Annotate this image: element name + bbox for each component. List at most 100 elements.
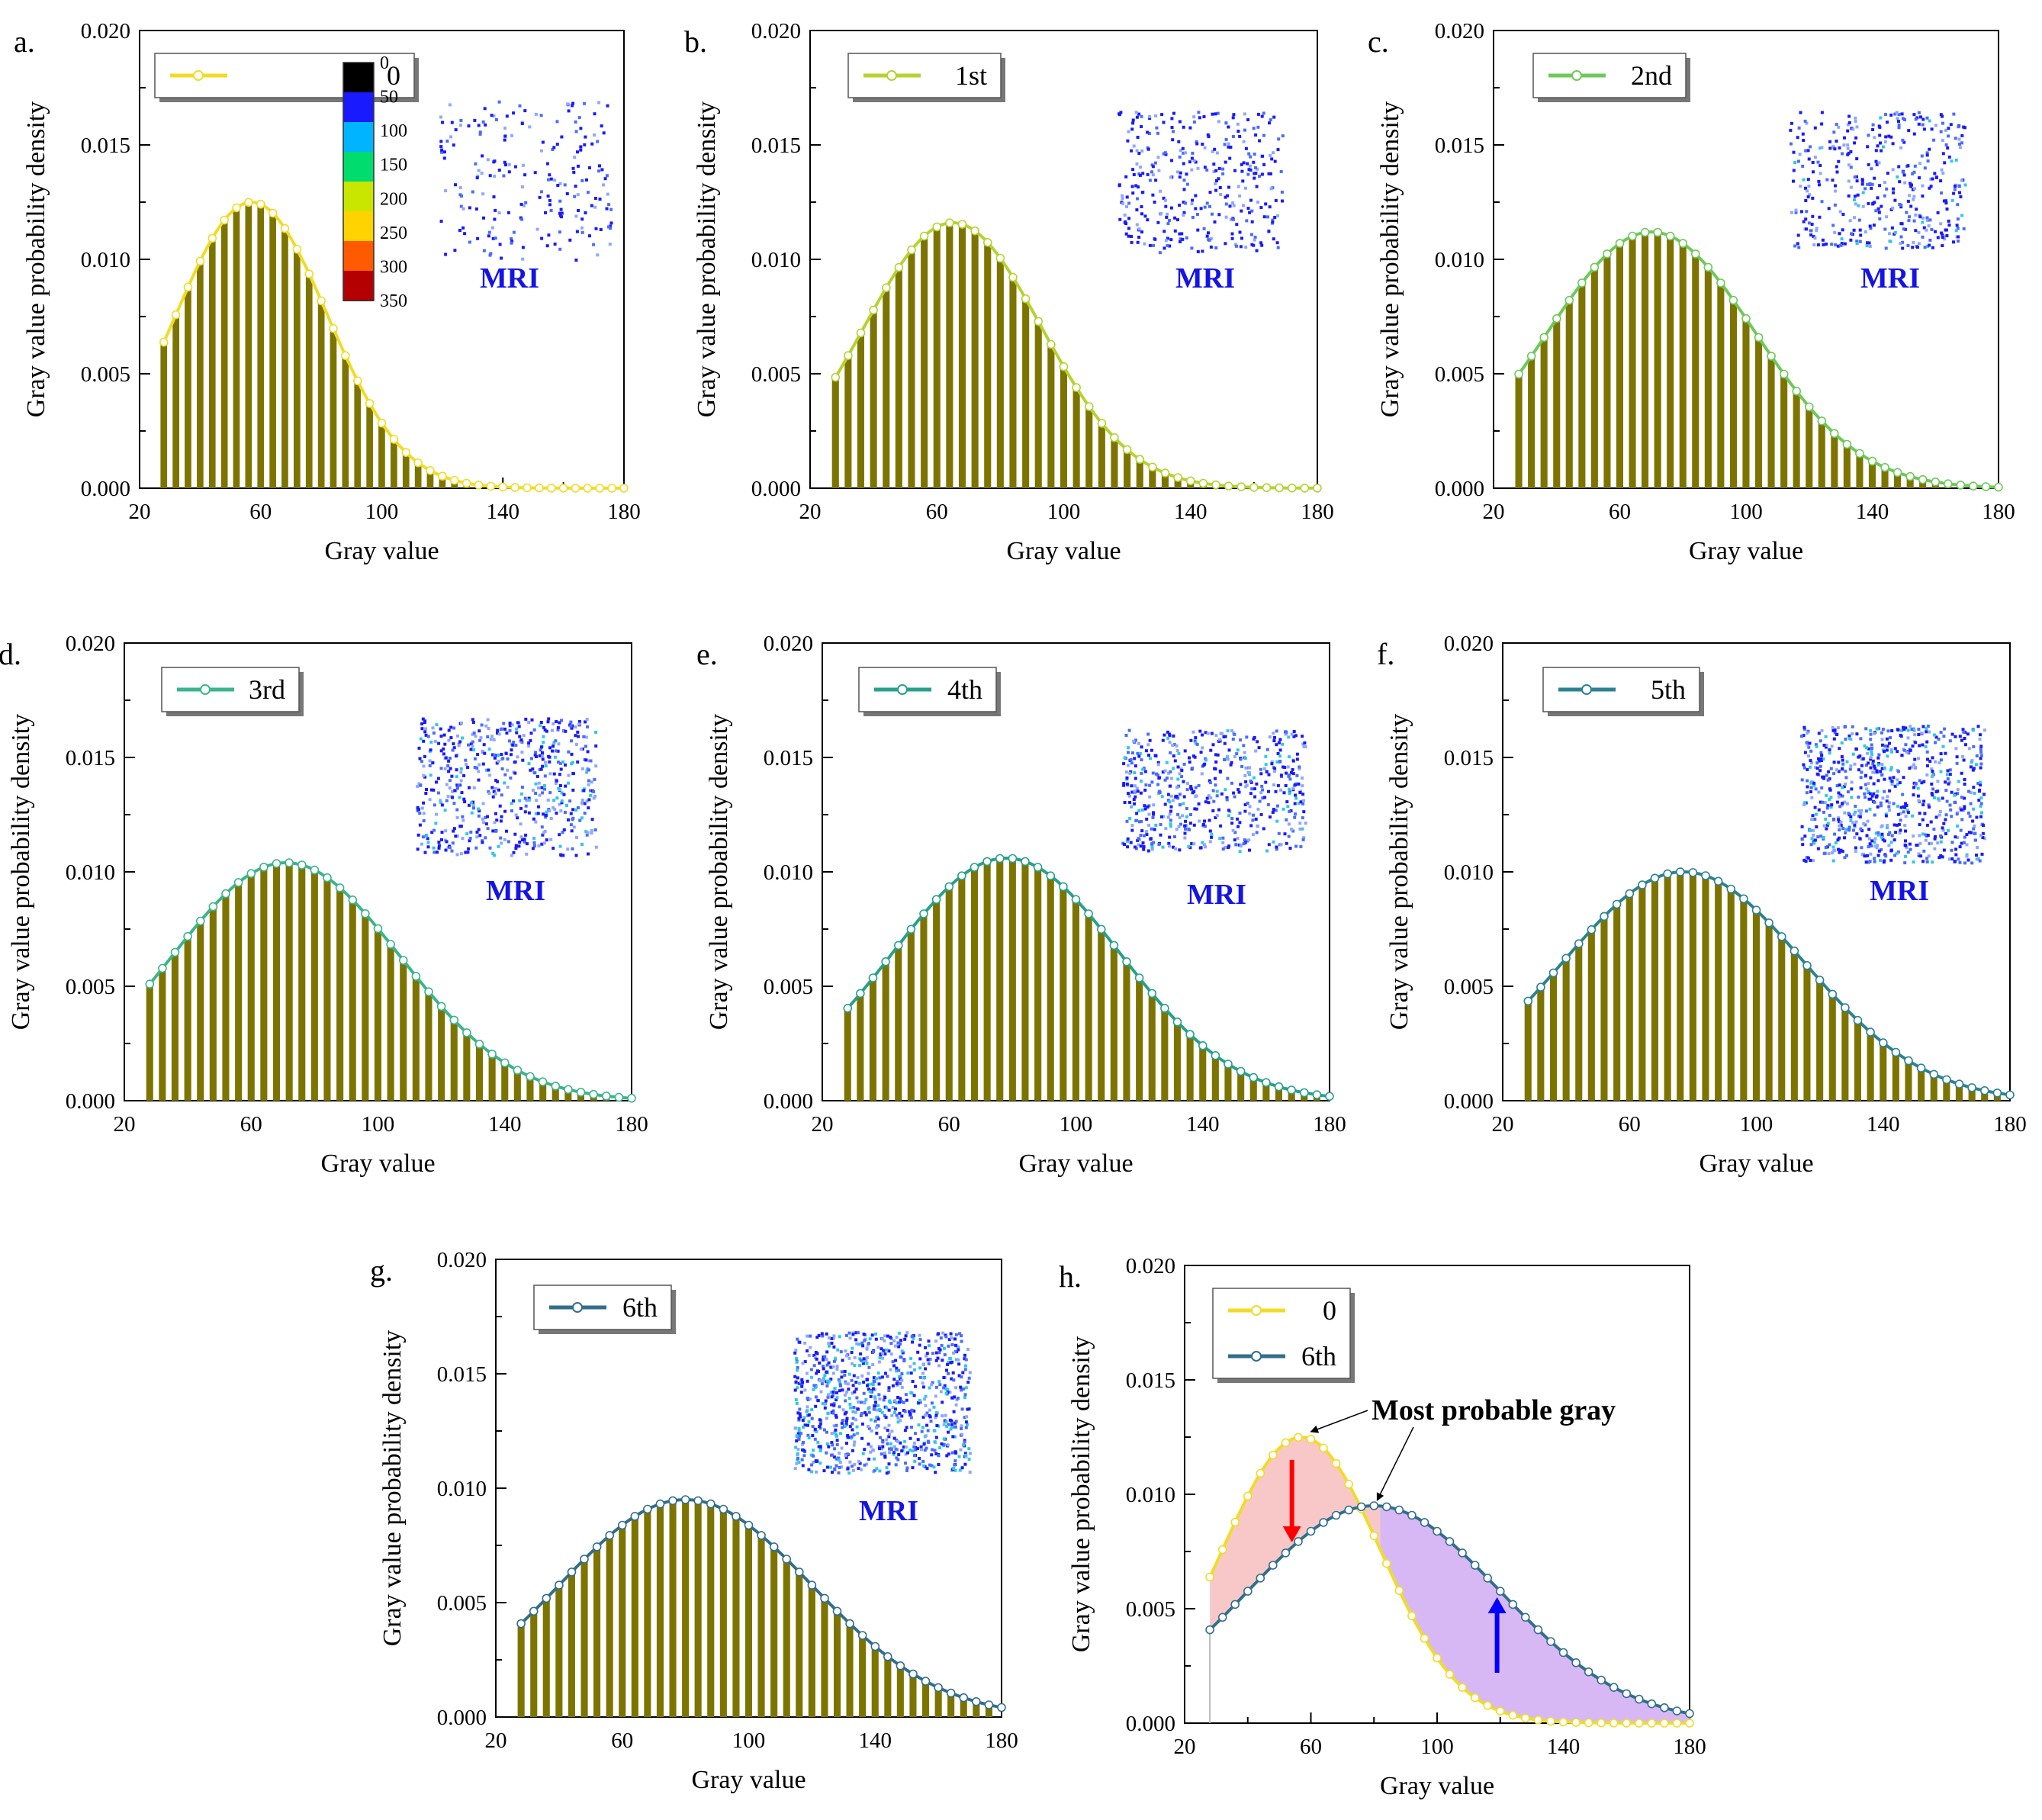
mri-pixel [925, 1423, 929, 1427]
mri-pixel [1967, 831, 1971, 834]
mri-pixel [1835, 170, 1839, 174]
mri-pixel [954, 1403, 958, 1407]
mri-pixel [903, 1410, 907, 1413]
mri-pixel [1922, 799, 1926, 803]
mri-pixel [1140, 191, 1144, 195]
mri-pixel [1205, 168, 1209, 172]
mri-pixel [497, 100, 501, 104]
mri-pixel [499, 819, 503, 823]
y-tick-label: 0.000 [764, 1089, 813, 1114]
mri-pixel [1927, 854, 1931, 858]
mri-pixel [1229, 146, 1233, 149]
mri-pixel [1243, 809, 1247, 813]
mri-pixel [1853, 141, 1857, 145]
mri-pixel [857, 1400, 860, 1404]
mri-pixel [555, 796, 559, 800]
mri-pixel [1950, 198, 1954, 202]
mri-pixel [1873, 176, 1876, 180]
mri-pixel [825, 1465, 829, 1469]
mri-pixel [502, 722, 506, 725]
mri-pixel [1960, 808, 1963, 812]
mri-pixel [934, 1413, 938, 1417]
histogram-bar [857, 993, 864, 1101]
mri-pixel [1909, 185, 1913, 188]
mri-pixel [1880, 825, 1883, 828]
mri-pixel [482, 821, 485, 825]
series-marker [1243, 1491, 1253, 1501]
mri-pixel [580, 816, 584, 820]
mri-pixel [1288, 847, 1292, 850]
mri-pixel [851, 1346, 854, 1350]
series-marker [1571, 1658, 1581, 1667]
mri-pixel [1907, 751, 1911, 755]
mri-pixel [1201, 733, 1204, 737]
mri-pixel [492, 789, 496, 793]
mri-pixel [1909, 748, 1912, 752]
mri-pixel [945, 1424, 949, 1428]
mri-pixel [553, 243, 557, 246]
mri-pixel [1134, 818, 1138, 822]
mri-pixel [1163, 769, 1167, 773]
mri-pixel [1902, 810, 1905, 814]
curve-marker [487, 1050, 497, 1059]
mri-pixel [522, 204, 526, 207]
mri-pixel [458, 229, 461, 232]
mri-pixel [891, 1384, 895, 1388]
mri-pixel [1867, 782, 1870, 786]
mri-pixel [1243, 751, 1246, 754]
histogram-bar [564, 1089, 572, 1101]
mri-pixel [1148, 178, 1152, 182]
mri-pixel [835, 1368, 839, 1371]
mri-pixel [1217, 120, 1220, 124]
curve-marker [1638, 880, 1647, 889]
mri-pixel [867, 1410, 871, 1414]
legend-marker [1251, 1305, 1262, 1316]
mri-pixel [1802, 858, 1806, 862]
mri-pixel [1896, 823, 1899, 827]
mri-pixel [1798, 153, 1802, 156]
curve-marker [757, 1531, 766, 1540]
mri-pixel [1855, 242, 1859, 245]
mri-pixel [495, 818, 499, 822]
mri-pixel [1225, 798, 1229, 802]
x-axis-label: Gray value [691, 1766, 806, 1794]
mri-pixel [1275, 847, 1278, 851]
mri-pixel [457, 783, 461, 787]
mri-pixel [1823, 851, 1827, 855]
curve-marker [373, 924, 383, 934]
mri-pixel [571, 772, 575, 776]
mri-pixel [500, 728, 503, 732]
mri-pixel [1126, 837, 1130, 841]
mri-pixel [1889, 768, 1892, 772]
mri-pixel [1840, 755, 1844, 758]
histogram-bar [1047, 344, 1055, 488]
histogram-bar [1123, 961, 1130, 1101]
histogram-bar [1047, 876, 1054, 1101]
mri-pixel [538, 754, 542, 757]
mri-pixel [1948, 768, 1952, 772]
mri-pixel [968, 1452, 972, 1455]
mri-pixel [1816, 160, 1820, 164]
mri-pixel [487, 789, 490, 793]
mri-pixel [1834, 184, 1837, 188]
mri-pixel [1301, 784, 1304, 788]
histogram-bar [1237, 1071, 1245, 1101]
mri-pixel [839, 1384, 842, 1388]
mri-pixel [1959, 828, 1963, 832]
mri-pixel [1248, 805, 1252, 809]
mri-pixel [878, 1376, 882, 1380]
panel-letter: a. [14, 24, 35, 59]
mri-pixel [1903, 118, 1907, 121]
mri-pixel [833, 1468, 837, 1471]
mri-pixel [1916, 246, 1919, 249]
mri-pixel [903, 1337, 907, 1341]
mri-pixel [1855, 125, 1859, 129]
mri-pixel [1806, 178, 1810, 182]
x-tick-label: 100 [1060, 1112, 1093, 1137]
mri-pixel [443, 767, 447, 770]
histogram-bar [732, 1516, 740, 1717]
curve-marker [1587, 925, 1597, 934]
mri-pixel [1141, 767, 1145, 771]
mri-pixel [492, 738, 496, 741]
mri-pixel [565, 192, 569, 195]
